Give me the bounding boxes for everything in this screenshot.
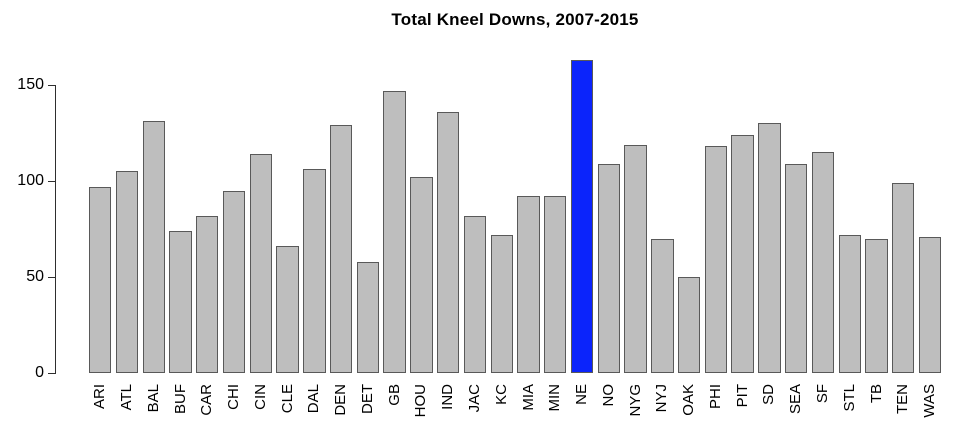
- bar-ind: [437, 111, 460, 373]
- x-axis-label-bal: BAL: [144, 384, 162, 413]
- x-axis-label-jac: JAC: [465, 384, 483, 413]
- x-axis-label-phi: PHI: [706, 384, 724, 410]
- x-axis-label-dal: DAL: [305, 384, 323, 414]
- bar-min: [544, 196, 567, 373]
- bar-gb: [383, 90, 406, 373]
- y-tick: [48, 181, 55, 182]
- x-axis-label-ten: TEN: [894, 384, 912, 414]
- bar-atl: [115, 171, 139, 373]
- bar-kc: [490, 234, 513, 373]
- bar-ari: [89, 186, 112, 373]
- bar-oak: [677, 277, 701, 373]
- bar-sd: [758, 123, 781, 373]
- x-axis-label-was: WAS: [921, 384, 939, 418]
- x-axis-label-oak: OAK: [680, 384, 698, 416]
- x-axis-label-atl: ATL: [117, 384, 135, 411]
- bar-buf: [169, 230, 192, 373]
- bar-den: [329, 125, 353, 373]
- bar-no: [597, 163, 621, 373]
- x-axis-label-cle: CLE: [278, 384, 296, 414]
- bar-phi: [704, 146, 728, 373]
- bar-nyj: [651, 238, 674, 373]
- x-axis-label-min: MIN: [546, 384, 564, 412]
- bar-ne: [570, 60, 594, 373]
- bar-det: [356, 261, 380, 373]
- x-axis-label-ari: ARI: [91, 384, 109, 410]
- x-axis-label-buf: BUF: [171, 384, 189, 414]
- y-axis-line: [55, 85, 56, 374]
- bar-mia: [517, 196, 540, 373]
- x-axis-label-kc: KC: [492, 384, 510, 405]
- bar-bal: [142, 121, 165, 373]
- bar-cle: [276, 246, 299, 373]
- bar-car: [196, 215, 219, 373]
- bar-hou: [410, 177, 433, 373]
- y-tick-label: 100: [17, 172, 44, 189]
- bar-cin: [249, 154, 272, 373]
- bar-chi: [222, 190, 246, 373]
- bar-tb: [865, 238, 888, 373]
- x-axis-label-hou: HOU: [412, 384, 430, 418]
- bar-sea: [785, 163, 808, 373]
- x-axis-label-sea: SEA: [787, 384, 805, 415]
- bar-stl: [838, 234, 861, 373]
- x-axis-label-no: NO: [599, 384, 617, 407]
- bar-nyg: [624, 144, 647, 373]
- bar-ten: [892, 182, 915, 373]
- x-axis-label-sd: SD: [760, 384, 778, 405]
- x-axis-label-mia: MIA: [519, 384, 537, 411]
- x-axis-label-car: CAR: [198, 384, 216, 416]
- bar-dal: [303, 169, 326, 373]
- y-tick: [48, 373, 55, 374]
- y-tick: [48, 85, 55, 86]
- y-tick-label: 50: [26, 268, 44, 285]
- x-axis-label-cin: CIN: [251, 384, 269, 410]
- x-axis-label-chi: CHI: [225, 384, 243, 410]
- bar-jac: [463, 215, 487, 373]
- x-axis-label-ind: IND: [439, 384, 457, 410]
- bar-pit: [731, 134, 754, 373]
- x-axis-label-tb: TB: [867, 384, 885, 404]
- x-axis-label-gb: GB: [385, 384, 403, 406]
- y-tick-label: 150: [17, 76, 44, 93]
- x-axis-label-ne: NE: [573, 384, 591, 405]
- x-axis-label-sf: SF: [813, 384, 831, 404]
- x-axis-label-det: DET: [358, 384, 376, 414]
- x-axis-label-pit: PIT: [733, 384, 751, 408]
- chart-title: Total Kneel Downs, 2007-2015: [391, 10, 639, 29]
- bar-sf: [811, 152, 835, 373]
- x-axis-label-den: DEN: [332, 384, 350, 416]
- x-axis-label-nyg: NYG: [626, 384, 644, 417]
- y-tick: [48, 277, 55, 278]
- bar-was: [918, 236, 942, 373]
- y-tick-label: 0: [35, 364, 44, 381]
- x-axis-label-nyj: NYJ: [653, 384, 671, 413]
- x-axis-label-stl: STL: [840, 384, 858, 412]
